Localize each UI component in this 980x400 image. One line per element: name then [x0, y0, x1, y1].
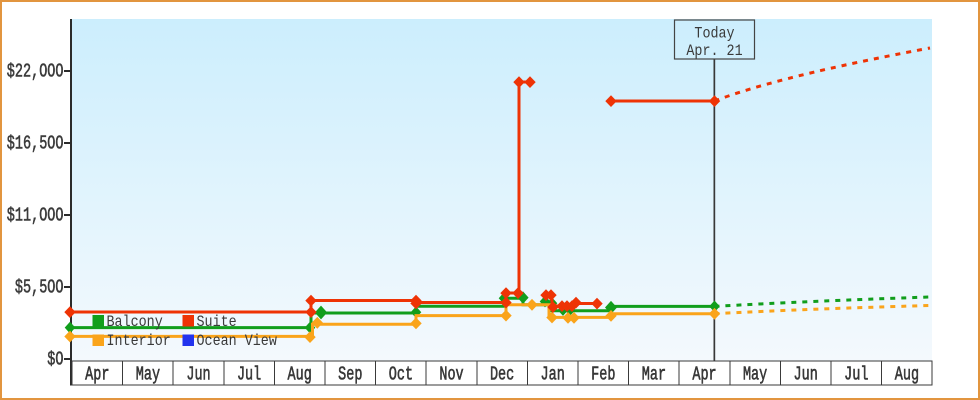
svg-text:Aug: Aug: [288, 363, 312, 385]
svg-text:Jan: Jan: [541, 363, 565, 385]
svg-text:Apr: Apr: [692, 363, 716, 385]
svg-text:Oct: Oct: [389, 363, 413, 385]
svg-text:Today: Today: [694, 26, 734, 43]
svg-text:$22,OOO: $22,OOO: [7, 60, 64, 82]
svg-text:$5,5OO: $5,5OO: [15, 276, 64, 298]
svg-text:$O: $O: [47, 348, 63, 370]
svg-text:Apr. 21: Apr. 21: [686, 43, 742, 60]
svg-text:Jul: Jul: [844, 363, 868, 385]
svg-text:$16,5OO: $16,5OO: [7, 132, 64, 154]
svg-text:Jun: Jun: [794, 363, 818, 385]
svg-text:Suite: Suite: [197, 314, 237, 331]
svg-text:Jun: Jun: [186, 363, 210, 385]
svg-text:Mar: Mar: [642, 363, 666, 385]
svg-text:Nov: Nov: [439, 363, 463, 385]
svg-text:May: May: [136, 363, 160, 385]
svg-text:Sep: Sep: [338, 363, 362, 385]
svg-text:Feb: Feb: [591, 363, 615, 385]
svg-text:Balcony: Balcony: [107, 314, 163, 331]
svg-text:$11,OOO: $11,OOO: [7, 204, 64, 226]
svg-text:Jul: Jul: [237, 363, 261, 385]
svg-text:Aug: Aug: [895, 363, 919, 385]
svg-text:Dec: Dec: [490, 363, 514, 385]
svg-text:May: May: [743, 363, 767, 385]
svg-text:Interior: Interior: [107, 333, 171, 350]
svg-text:Ocean View: Ocean View: [197, 333, 278, 350]
svg-text:Apr: Apr: [85, 363, 109, 385]
